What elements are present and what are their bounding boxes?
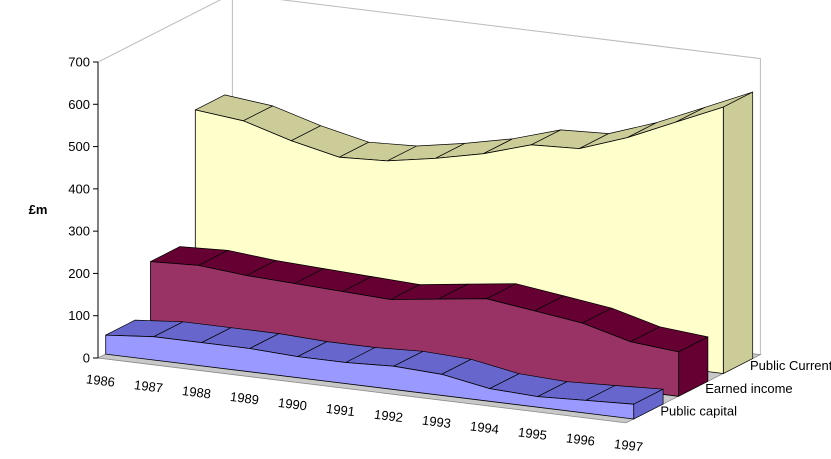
series-front-face bbox=[150, 261, 679, 397]
x-tick-label: 1988 bbox=[181, 383, 212, 401]
x-tick-label: 1992 bbox=[373, 407, 404, 425]
x-tick-label: 1996 bbox=[565, 430, 596, 448]
axes: 0 100 200 300 400 500 600 700 1986 1987 1988 1989 19… bbox=[68, 55, 644, 455]
y-tick-label: 500 bbox=[68, 139, 90, 154]
x-tick-label: 1994 bbox=[469, 419, 500, 437]
series-label: Public capital bbox=[660, 404, 737, 419]
y-axis-label: £m bbox=[29, 202, 48, 217]
x-tick-label: 1990 bbox=[277, 395, 308, 413]
series-layer: Public Current Earned income Public capita… bbox=[105, 91, 831, 420]
series-label: Public Current bbox=[750, 358, 831, 373]
x-tick-label: 1991 bbox=[325, 401, 356, 419]
x-tick-label: 1993 bbox=[421, 413, 452, 431]
y-tick-label: 100 bbox=[68, 308, 90, 323]
x-tick-label: 1987 bbox=[133, 377, 164, 395]
series-front-face bbox=[105, 334, 635, 420]
x-tick-label: 1997 bbox=[613, 436, 644, 454]
x-tick-label: 1989 bbox=[229, 389, 260, 407]
y-tick-label: 0 bbox=[83, 351, 90, 366]
series-label: Earned income bbox=[705, 381, 792, 396]
series-earned-income: Earned income bbox=[150, 246, 793, 397]
y-tick-label: 300 bbox=[68, 224, 90, 239]
series-end-cap bbox=[722, 91, 754, 375]
y-tick-label: 400 bbox=[68, 181, 90, 196]
series-public-capital: Public capital bbox=[105, 319, 737, 420]
y-tick-label: 200 bbox=[68, 266, 90, 281]
x-tick-label: 1986 bbox=[85, 371, 116, 389]
x-tick-label: 1995 bbox=[517, 424, 548, 442]
y-tick-label: 600 bbox=[68, 97, 90, 112]
y-tick-label: 700 bbox=[68, 55, 90, 70]
